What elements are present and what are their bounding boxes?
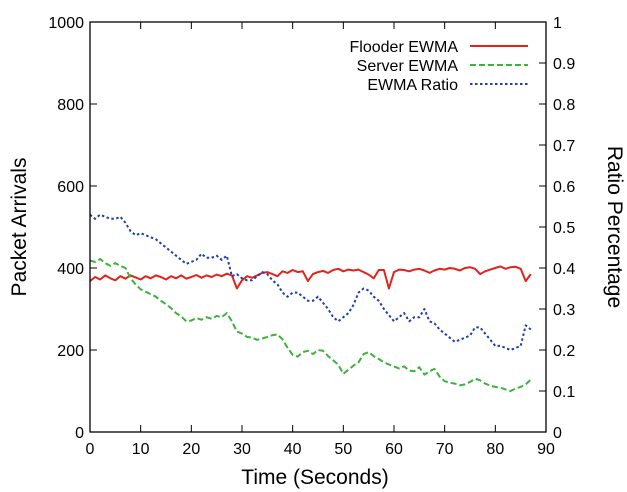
y-tick-label: 200 (57, 343, 84, 360)
y2-tick-label: 0.1 (553, 384, 575, 401)
y2-tick-label: 0.8 (553, 97, 575, 114)
y2-tick-label: 1 (553, 15, 562, 32)
x-tick-label: 40 (284, 441, 302, 458)
y2-tick-label: 0.2 (553, 343, 575, 360)
y2-tick-label: 0.9 (553, 56, 575, 73)
x-tick-label: 50 (334, 441, 352, 458)
x-tick-label: 60 (385, 441, 403, 458)
legend-label-flooder: Flooder EWMA (350, 39, 459, 56)
x-tick-label: 10 (132, 441, 150, 458)
y-tick-label: 1000 (48, 15, 84, 32)
y2-axis-label: Ratio Percentage (603, 146, 626, 308)
y-axis-label: Packet Arrivals (8, 158, 31, 297)
x-tick-label: 90 (537, 441, 555, 458)
y2-tick-label: 0.4 (553, 261, 575, 278)
series-line-1 (89, 258, 532, 392)
y-tick-label: 400 (57, 261, 84, 278)
y-tick-label: 800 (57, 97, 84, 114)
x-tick-label: 0 (86, 441, 95, 458)
series-line-2 (89, 213, 532, 351)
ticks-layer: 0 10 20 30 40 50 60 70 80 900200400600800100000.1… (48, 15, 575, 458)
y-tick-label: 0 (75, 425, 84, 442)
y2-tick-label: 0.5 (553, 220, 575, 237)
series-line-0 (89, 265, 532, 290)
x-tick-label: 30 (233, 441, 251, 458)
y-tick-label: 600 (57, 179, 84, 196)
y2-tick-label: 0.7 (553, 138, 575, 155)
legend-label-server: Server EWMA (357, 58, 459, 75)
x-tick-label: 20 (182, 441, 200, 458)
legend-background (318, 30, 538, 104)
x-tick-label: 80 (486, 441, 504, 458)
legend: Flooder EWMA Server EWMA EWMA Ratio (318, 30, 538, 104)
y2-tick-label: 0.6 (553, 179, 575, 196)
y2-tick-label: 0.3 (553, 302, 575, 319)
series-layer (89, 213, 532, 392)
x-tick-label: 70 (436, 441, 454, 458)
x-axis-label: Time (Seconds) (241, 466, 388, 489)
y2-tick-label: 0 (553, 425, 562, 442)
legend-label-ratio: EWMA Ratio (367, 77, 458, 94)
